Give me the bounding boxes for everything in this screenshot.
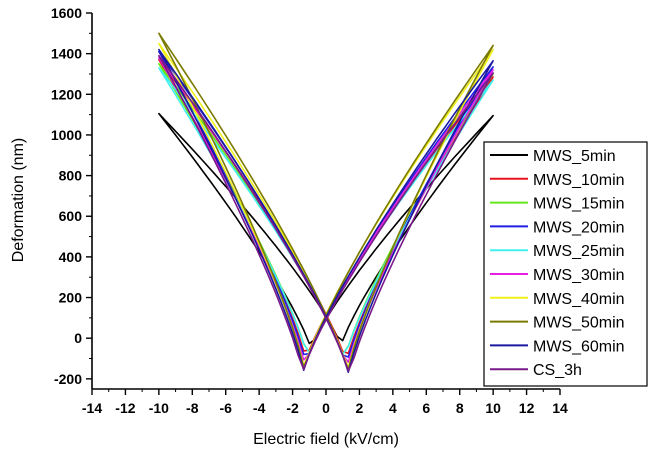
y-tick-label: -200 (54, 371, 82, 387)
x-tick-label: 12 (519, 400, 535, 416)
series-line-mws-15min (158, 63, 494, 356)
series-line-mws-25min (158, 67, 494, 356)
series-layer (158, 32, 494, 373)
x-tick-label: 0 (322, 400, 330, 416)
y-tick-label: 600 (59, 208, 83, 224)
x-tick-label: 10 (485, 400, 501, 416)
x-tick-label: 8 (456, 400, 464, 416)
y-tick-label: 400 (59, 249, 83, 265)
legend-label: MWS_30min (533, 267, 625, 284)
series-line-mws-20min (158, 50, 494, 358)
series-line-mws-60min (158, 48, 494, 373)
x-tick-label: 4 (389, 400, 397, 416)
x-tick-label: -10 (149, 400, 169, 416)
x-tick-label: 6 (422, 400, 430, 416)
y-tick-label: 1600 (51, 5, 82, 21)
x-tick-label: -6 (219, 400, 232, 416)
legend-label: MWS_60min (533, 338, 625, 355)
series-line-mws-10min (158, 58, 494, 355)
series-line-mws-30min (158, 56, 494, 363)
y-tick-label: 0 (74, 330, 82, 346)
legend-label: CS_3h (533, 362, 582, 379)
series-line-cs-3h (158, 54, 494, 372)
legend-label: MWS_10min (533, 172, 625, 189)
x-tick-label: 2 (356, 400, 364, 416)
y-axis-title: Deformation (nm) (10, 138, 27, 262)
legend-label: MWS_25min (533, 243, 625, 260)
legend-label: MWS_20min (533, 219, 625, 236)
legend-layer: MWS_5min MWS_10min MWS_15min MWS_20min MWS_2… (483, 141, 648, 387)
y-tick-label: 200 (59, 290, 83, 306)
legend-label: MWS_40min (533, 291, 625, 308)
axes-layer: -14 -12 -10 -8 -6 -4 -2 0 2 4 6 8 10 12 14 -200 0 200 400 6… (51, 5, 568, 416)
y-tick-label: 1000 (51, 127, 82, 143)
legend-label: MWS_5min (533, 148, 616, 165)
legend-label: MWS_50min (533, 315, 625, 332)
legend-label: MWS_15min (533, 196, 625, 213)
y-tick-label: 1400 (51, 46, 82, 62)
series-line-mws-50min (158, 32, 494, 371)
x-axis-title: Electric field (kV/cm) (253, 431, 399, 448)
x-tick-label: -8 (186, 400, 199, 416)
x-tick-label: 14 (552, 400, 568, 416)
x-tick-label: -4 (253, 400, 266, 416)
x-tick-label: -14 (82, 400, 102, 416)
y-tick-label: 1200 (51, 86, 82, 102)
x-tick-label: -2 (286, 400, 299, 416)
y-tick-label: 800 (59, 168, 83, 184)
x-tick-label: -12 (115, 400, 135, 416)
